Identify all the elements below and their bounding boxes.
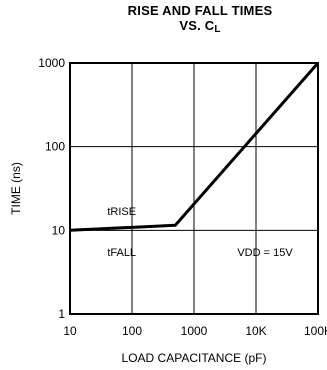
- x-tick-label-2: 1000: [181, 324, 208, 338]
- y-tick-label-1: 10: [52, 223, 66, 237]
- annotation-1: tFALL: [107, 247, 136, 259]
- grid-layer: [69, 62, 319, 315]
- annotation-2: VDD = 15V: [237, 247, 293, 259]
- y-tick-label-2: 100: [45, 140, 65, 154]
- y-tick-label-3: 1000: [38, 56, 65, 70]
- x-axis-label: LOAD CAPACITANCE (pF): [122, 351, 267, 365]
- chart-title-line2: VS. CL: [60, 18, 327, 35]
- x-tick-label-1: 100: [122, 324, 142, 338]
- annotation-layer: tRISE tFALL VDD = 15V: [107, 206, 293, 259]
- annotation-0: tRISE: [107, 206, 136, 218]
- chart-title-line2-subscript: L: [214, 24, 221, 35]
- x-tick-label-0: 10: [63, 324, 77, 338]
- y-axis-label: TIME (ns): [9, 162, 23, 215]
- x-tick-label-3: 10K: [245, 324, 266, 338]
- y-tick-label-0: 1: [58, 307, 65, 321]
- y-tick-labels: 1 10 100 1000: [38, 56, 65, 321]
- series-line-0: [69, 62, 320, 232]
- x-tick-labels: 10 100 1000 10K 100K: [63, 324, 327, 338]
- chart-title-line2-prefix: VS. C: [179, 18, 215, 33]
- chart-title-line1: RISE AND FALL TIMES: [127, 3, 273, 18]
- plot-frame: [69, 62, 319, 315]
- x-tick-label-4: 100K: [304, 324, 327, 338]
- series-layer: [69, 62, 320, 232]
